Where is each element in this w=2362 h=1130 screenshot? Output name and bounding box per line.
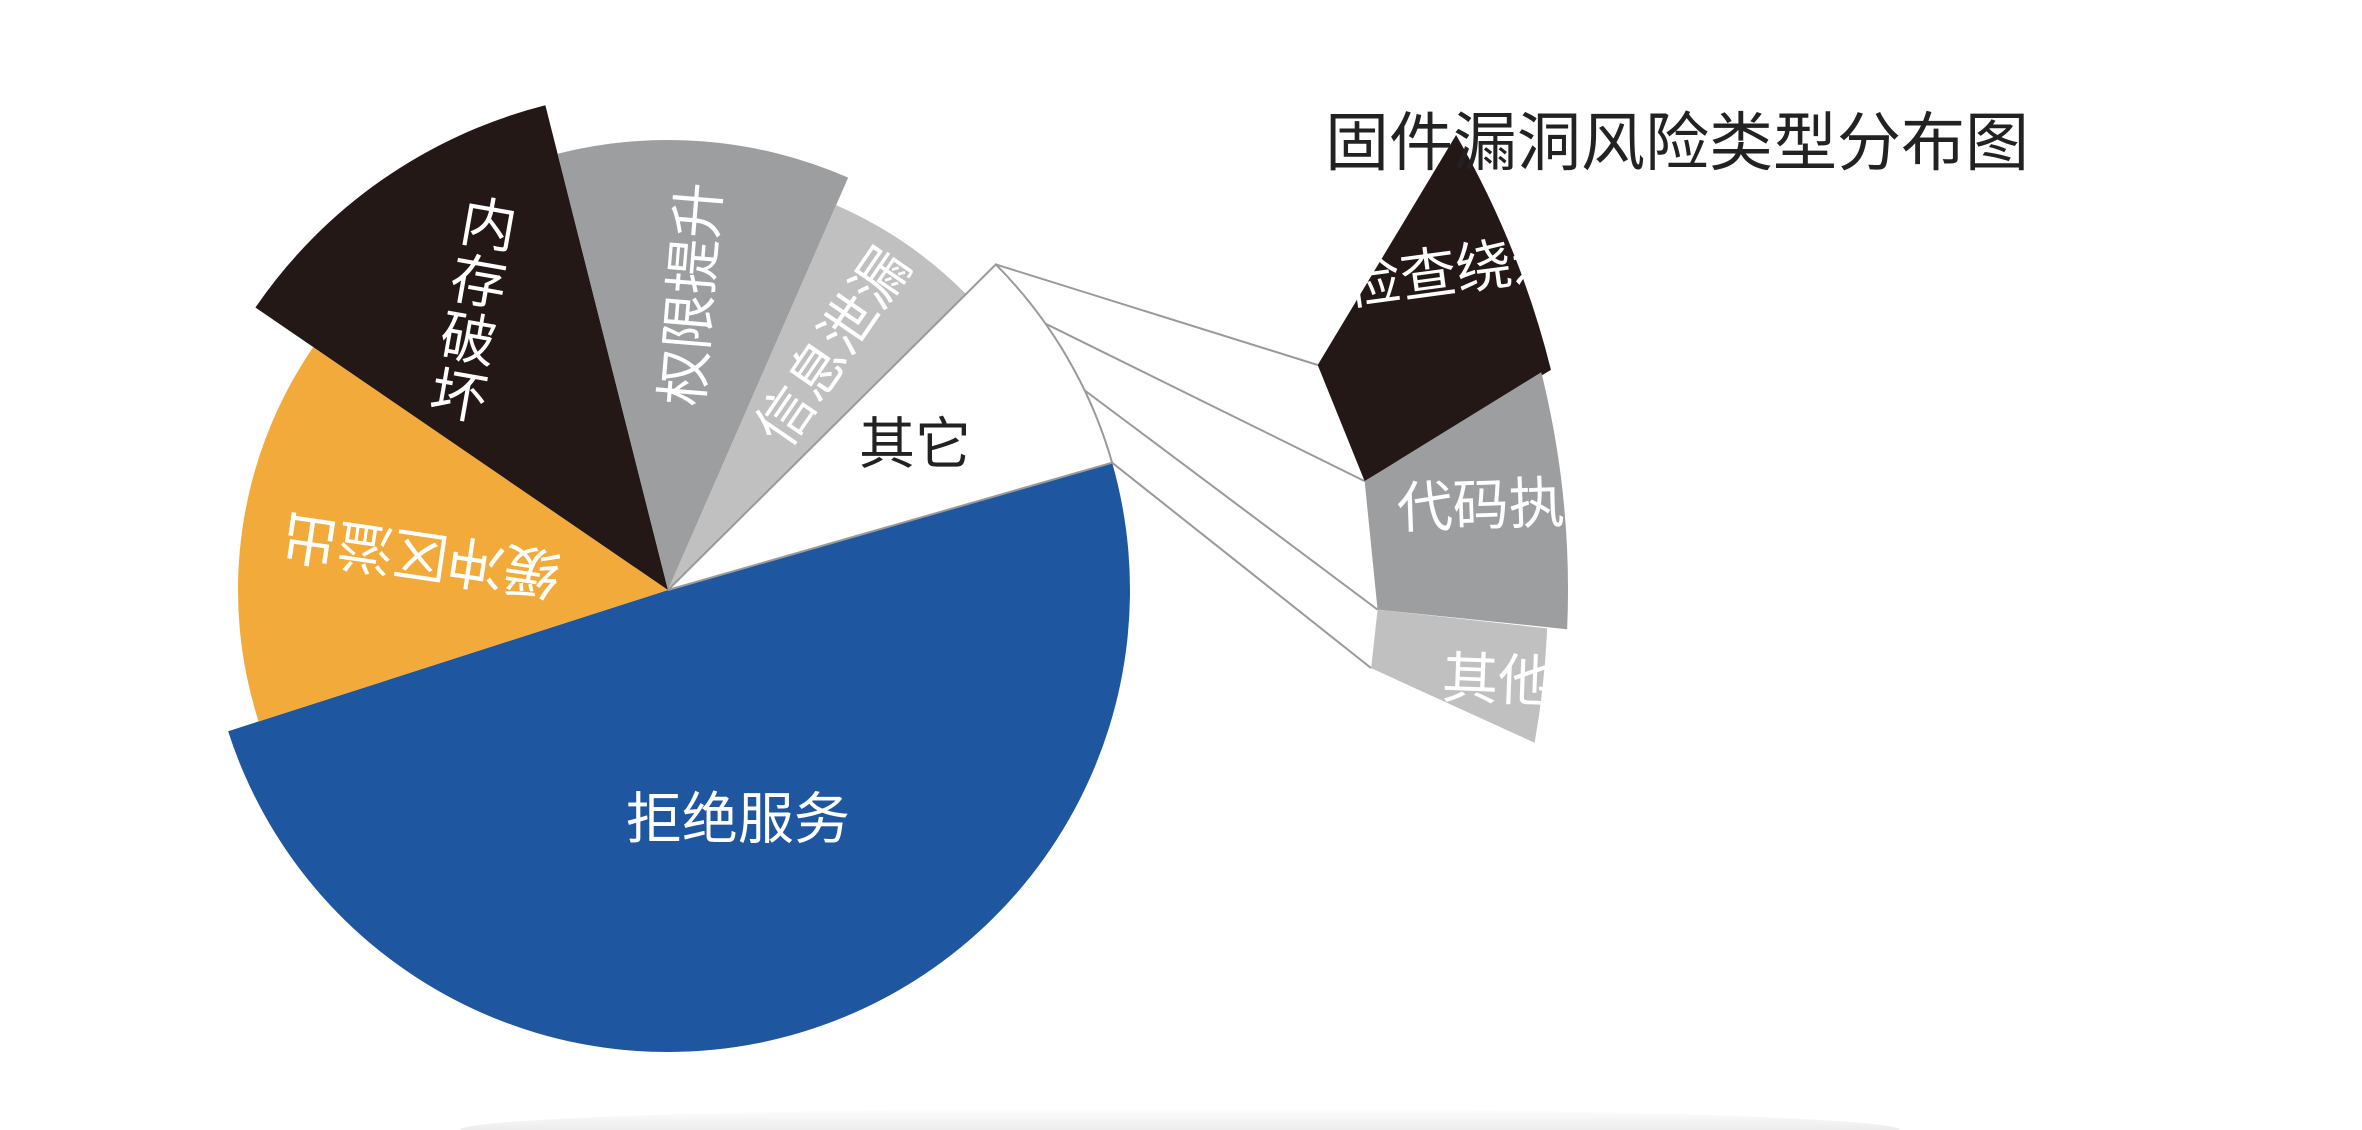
- pie-slice: [228, 462, 1130, 1052]
- pie-slice: [557, 140, 849, 591]
- connector-line: [995, 263, 1319, 366]
- floor-shadow: [460, 1108, 1900, 1130]
- breakout-label: 其他: [1441, 646, 1555, 715]
- pie-slice: [255, 105, 669, 590]
- connector-layer: [995, 263, 1379, 669]
- pie-slice: [667, 263, 1114, 591]
- pie-layer: [228, 105, 1130, 1052]
- chart-title: 固件漏洞风险类型分布图: [1325, 107, 2029, 181]
- connector-line: [1084, 389, 1379, 611]
- breakout-layer: [1317, 135, 1569, 743]
- breakout-segment: [1317, 135, 1551, 482]
- breakout-segment: [1364, 372, 1569, 630]
- pie-slice: [237, 347, 668, 722]
- slice-label: 内存破坏: [425, 189, 522, 434]
- connector-line: [1045, 322, 1366, 483]
- breakout-label: 代码执行: [1396, 469, 1622, 542]
- breakout-segment: [1371, 609, 1548, 743]
- connector-line: [1111, 461, 1372, 669]
- pie-slice: [668, 205, 967, 590]
- slice-label: 拒绝服务: [626, 787, 850, 852]
- slice-label: 其它: [859, 413, 971, 478]
